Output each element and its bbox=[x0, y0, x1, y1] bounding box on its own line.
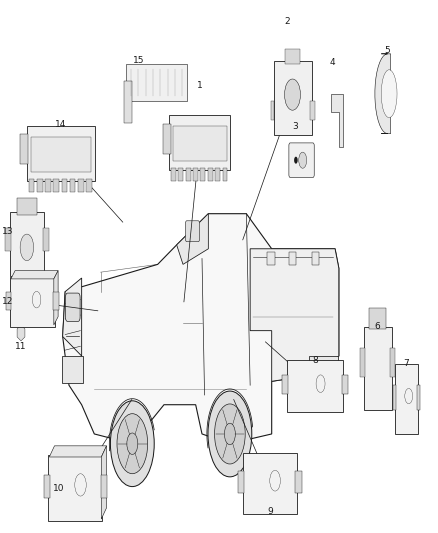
FancyBboxPatch shape bbox=[282, 375, 289, 394]
FancyBboxPatch shape bbox=[27, 126, 95, 181]
Circle shape bbox=[208, 391, 252, 477]
FancyBboxPatch shape bbox=[170, 115, 230, 170]
FancyBboxPatch shape bbox=[268, 252, 275, 265]
Text: 4: 4 bbox=[329, 58, 335, 67]
Text: 1: 1 bbox=[197, 81, 203, 90]
FancyBboxPatch shape bbox=[5, 229, 11, 251]
FancyBboxPatch shape bbox=[185, 221, 200, 241]
Text: 6: 6 bbox=[374, 322, 381, 331]
FancyBboxPatch shape bbox=[173, 126, 227, 161]
FancyBboxPatch shape bbox=[417, 385, 420, 410]
Polygon shape bbox=[101, 446, 106, 519]
Text: 11: 11 bbox=[15, 342, 27, 351]
FancyBboxPatch shape bbox=[395, 365, 418, 434]
FancyBboxPatch shape bbox=[342, 375, 348, 394]
Polygon shape bbox=[49, 446, 106, 457]
FancyBboxPatch shape bbox=[360, 348, 365, 377]
FancyBboxPatch shape bbox=[369, 308, 386, 329]
Polygon shape bbox=[17, 325, 25, 341]
Text: 8: 8 bbox=[312, 356, 318, 365]
Text: 2: 2 bbox=[284, 17, 290, 26]
FancyBboxPatch shape bbox=[70, 179, 75, 192]
FancyBboxPatch shape bbox=[287, 360, 343, 412]
Text: 10: 10 bbox=[53, 483, 64, 492]
FancyBboxPatch shape bbox=[53, 179, 59, 192]
FancyBboxPatch shape bbox=[62, 356, 82, 383]
Polygon shape bbox=[250, 249, 339, 381]
FancyBboxPatch shape bbox=[243, 453, 297, 514]
Polygon shape bbox=[54, 271, 58, 325]
FancyBboxPatch shape bbox=[238, 471, 244, 493]
FancyBboxPatch shape bbox=[37, 179, 42, 192]
FancyBboxPatch shape bbox=[310, 101, 314, 120]
FancyBboxPatch shape bbox=[101, 475, 107, 498]
FancyBboxPatch shape bbox=[273, 61, 311, 135]
FancyBboxPatch shape bbox=[65, 293, 80, 321]
FancyBboxPatch shape bbox=[186, 168, 191, 181]
FancyBboxPatch shape bbox=[86, 179, 92, 192]
FancyBboxPatch shape bbox=[29, 179, 34, 192]
FancyBboxPatch shape bbox=[48, 455, 102, 521]
FancyBboxPatch shape bbox=[20, 134, 28, 164]
FancyBboxPatch shape bbox=[127, 63, 187, 101]
Text: 15: 15 bbox=[133, 56, 145, 66]
Circle shape bbox=[117, 414, 148, 474]
Text: 12: 12 bbox=[2, 297, 13, 306]
FancyBboxPatch shape bbox=[17, 198, 37, 215]
Text: 14: 14 bbox=[55, 120, 67, 129]
Polygon shape bbox=[63, 214, 339, 443]
FancyBboxPatch shape bbox=[312, 252, 319, 265]
FancyBboxPatch shape bbox=[289, 252, 296, 265]
FancyBboxPatch shape bbox=[215, 168, 220, 181]
FancyBboxPatch shape bbox=[208, 168, 213, 181]
FancyBboxPatch shape bbox=[163, 124, 171, 154]
Text: 3: 3 bbox=[292, 122, 298, 131]
FancyBboxPatch shape bbox=[44, 475, 50, 498]
FancyBboxPatch shape bbox=[271, 101, 274, 120]
FancyBboxPatch shape bbox=[171, 168, 176, 181]
FancyBboxPatch shape bbox=[390, 348, 395, 377]
Ellipse shape bbox=[381, 70, 397, 118]
Text: 5: 5 bbox=[385, 46, 390, 55]
FancyBboxPatch shape bbox=[43, 229, 49, 251]
Polygon shape bbox=[177, 214, 208, 264]
FancyBboxPatch shape bbox=[296, 471, 301, 493]
Circle shape bbox=[294, 157, 298, 164]
Circle shape bbox=[285, 79, 300, 110]
FancyBboxPatch shape bbox=[124, 82, 132, 124]
FancyBboxPatch shape bbox=[193, 168, 198, 181]
Circle shape bbox=[127, 433, 138, 455]
FancyBboxPatch shape bbox=[10, 277, 55, 327]
FancyBboxPatch shape bbox=[6, 292, 11, 310]
FancyBboxPatch shape bbox=[285, 49, 300, 63]
Circle shape bbox=[215, 404, 245, 464]
Polygon shape bbox=[11, 271, 58, 279]
FancyBboxPatch shape bbox=[62, 179, 67, 192]
FancyBboxPatch shape bbox=[178, 168, 184, 181]
Polygon shape bbox=[63, 278, 81, 356]
Polygon shape bbox=[331, 94, 343, 147]
FancyBboxPatch shape bbox=[289, 143, 314, 177]
Text: 13: 13 bbox=[2, 227, 13, 236]
Circle shape bbox=[110, 401, 154, 487]
FancyBboxPatch shape bbox=[31, 137, 91, 172]
FancyBboxPatch shape bbox=[45, 179, 51, 192]
FancyBboxPatch shape bbox=[53, 292, 59, 310]
FancyBboxPatch shape bbox=[223, 168, 227, 181]
FancyBboxPatch shape bbox=[78, 179, 84, 192]
FancyBboxPatch shape bbox=[201, 168, 205, 181]
Circle shape bbox=[224, 423, 235, 445]
FancyBboxPatch shape bbox=[309, 356, 339, 383]
FancyBboxPatch shape bbox=[10, 213, 44, 276]
FancyBboxPatch shape bbox=[393, 385, 396, 410]
Text: 7: 7 bbox=[404, 359, 410, 368]
Polygon shape bbox=[375, 54, 391, 134]
Circle shape bbox=[20, 234, 34, 261]
Ellipse shape bbox=[299, 152, 307, 168]
FancyBboxPatch shape bbox=[364, 327, 392, 410]
Text: 9: 9 bbox=[267, 506, 273, 515]
